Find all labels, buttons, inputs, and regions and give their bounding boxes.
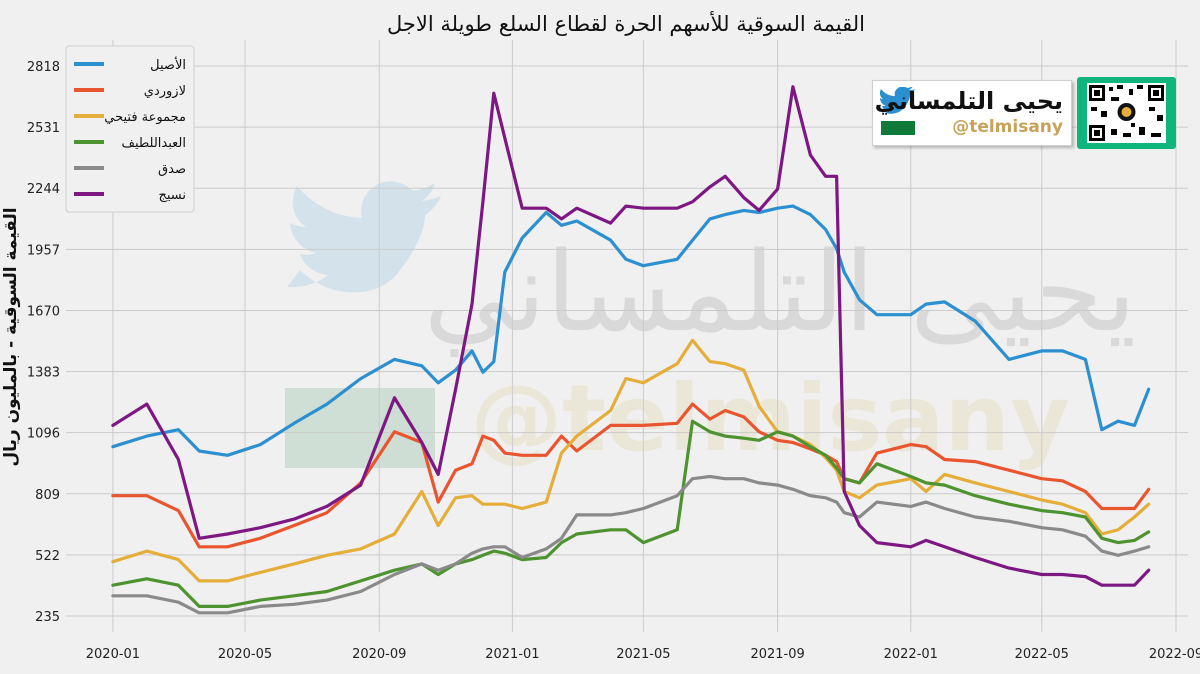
y-tick-label: 1383 (27, 366, 60, 381)
series-line-3 (111, 419, 1151, 609)
legend-box (65, 45, 195, 213)
series-line-0 (111, 204, 1151, 457)
series-line-4 (111, 474, 1151, 615)
y-tick-label: 1096 (27, 427, 60, 442)
series-line-5 (111, 85, 1151, 587)
y-tick-label: 522 (35, 549, 60, 564)
series-line-2 (111, 338, 1151, 583)
watermark: يحيى التلمساني @telmisany (285, 181, 1136, 472)
legend-label: العبداللطيف (121, 136, 186, 151)
x-tick-label: 2022-09 (1149, 647, 1200, 662)
legend-label: صدق (158, 162, 186, 177)
brand-name: يحيى التلمساني (874, 87, 1063, 115)
qr-code-pattern (1087, 83, 1166, 143)
y-tick-label: 235 (35, 610, 60, 625)
y-axis-ticks: 235 522 809 1096 1383 1670 1957 2244 2531 2818 (27, 60, 60, 625)
x-axis-ticks: 2020-01 2020-05 2020-09 2021-01 2021-05 2021-… (86, 647, 1200, 662)
watermark-handle: @telmisany (470, 365, 1070, 472)
y-tick-label: 809 (35, 488, 60, 503)
legend-label: مجموعة فتيحي (104, 110, 186, 125)
legend-label: لازوردي (144, 84, 186, 99)
x-tick-label: 2022-01 (884, 647, 938, 662)
x-tick-label: 2020-01 (86, 647, 140, 662)
x-tick-label: 2022-05 (1015, 647, 1069, 662)
x-tick-label: 2021-09 (750, 647, 804, 662)
watermark-twitter-bird-icon (287, 181, 441, 293)
y-axis-label: القيمة السوقية - بالمليون ريال (1, 207, 21, 466)
x-tick-label: 2020-05 (218, 647, 272, 662)
y-tick-label: 1957 (27, 243, 60, 258)
qr-code-icon (1077, 77, 1176, 149)
brand-handle: @telmisany (952, 117, 1063, 137)
y-tick-label: 1670 (27, 304, 60, 319)
x-tick-label: 2021-05 (616, 647, 670, 662)
watermark-flag (285, 388, 435, 468)
y-tick-label: 2531 (27, 121, 60, 136)
twitter-bird-icon (879, 87, 915, 114)
brand-flag (881, 121, 915, 135)
legend: الأصيل لازوردي مجموعة فتيحي العبداللطيف صدق ن… (65, 45, 195, 213)
chart-title: القيمة السوقية للأسهم الحرة لقطاع السلع … (387, 11, 865, 37)
y-tick-label: 2244 (27, 182, 60, 197)
x-tick-label: 2021-01 (485, 647, 539, 662)
legend-label: نسيج (158, 188, 186, 203)
y-tick-label: 2818 (27, 60, 60, 75)
watermark-name: يحيى التلمساني (424, 228, 1137, 357)
brand-card: يحيى التلمساني @telmisany (872, 80, 1072, 146)
series-layer (111, 85, 1151, 615)
legend-label: الأصيل (150, 56, 186, 73)
x-tick-label: 2020-09 (352, 647, 406, 662)
